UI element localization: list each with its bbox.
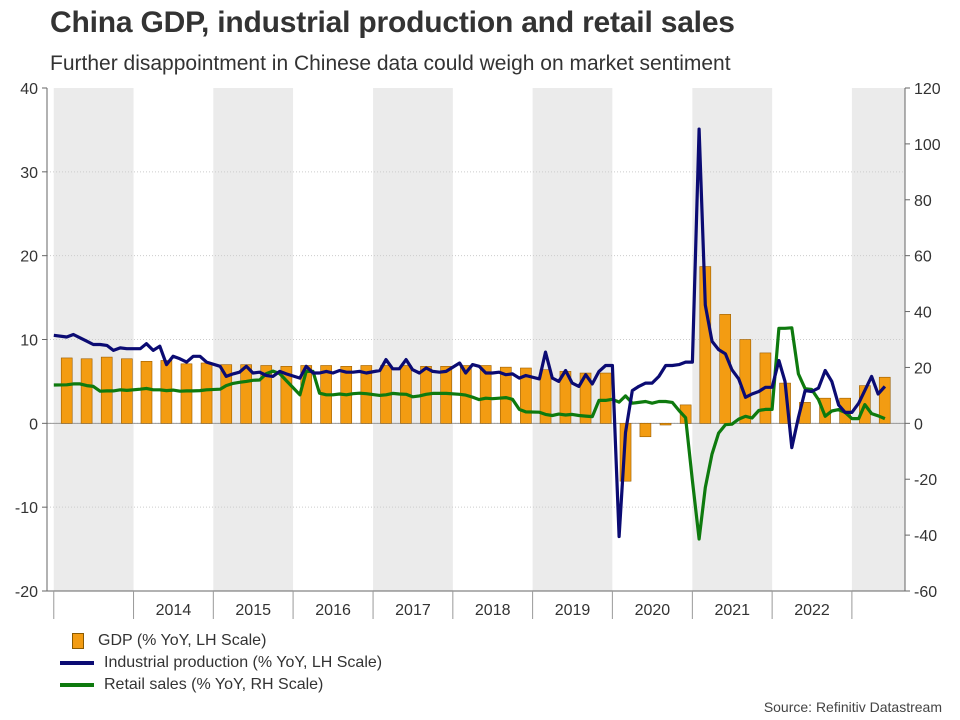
gdp-bar-2019-09-30 <box>579 372 592 424</box>
left-tick-label-40: 40 <box>20 81 38 98</box>
gdp-bar-2018-12-31 <box>520 367 532 424</box>
x-tick-label-2020: 2020 <box>635 602 671 619</box>
gdp-bar-2015-06-30 <box>240 364 252 424</box>
gdp-bar-2022-09-30 <box>819 397 831 424</box>
gdp-bar-2013-03-31 <box>60 357 73 424</box>
legend-label-retail-sales: Retail sales (% YoY, RH Scale) <box>104 676 324 693</box>
gdp-bar-2021-06-30 <box>719 314 731 424</box>
gdp-bar-2020-09-30 <box>659 423 672 426</box>
legend-label-gdp: GDP (% YoY, LH Scale) <box>98 632 267 649</box>
legend-item-retail-sales: Retail sales (% YoY, RH Scale) <box>60 674 382 696</box>
right-tick-label-120: 120 <box>914 81 941 98</box>
left-tick-label-20: 20 <box>20 249 38 266</box>
right-tick-label--60: -60 <box>914 584 937 601</box>
x-tick-label-2022: 2022 <box>794 602 830 619</box>
x-tick-label-2014: 2014 <box>156 602 192 619</box>
gdp-bar-2014-03-31 <box>140 360 153 424</box>
legend-label-industrial-production: Industrial production (% YoY, LH Scale) <box>104 654 383 671</box>
right-tick-label-100: 100 <box>914 137 941 154</box>
gdp-bar-2014-12-31 <box>200 362 213 424</box>
gdp-bar-2021-09-30 <box>739 339 752 424</box>
legend-item-gdp: GDP (% YoY, LH Scale) <box>60 630 382 652</box>
legend-item-industrial-production: Industrial production (% YoY, LH Scale) <box>60 652 382 674</box>
legend: GDP (% YoY, LH Scale) Industrial product… <box>60 630 382 696</box>
x-tick-label-2021: 2021 <box>714 602 750 619</box>
x-tick-label-2017: 2017 <box>395 602 431 619</box>
right-tick-label--20: -20 <box>914 472 937 489</box>
x-tick-label-2016: 2016 <box>315 602 351 619</box>
right-tick-label-40: 40 <box>914 305 932 322</box>
gdp-bar-2015-03-31 <box>220 364 233 424</box>
x-tick-label-2019: 2019 <box>555 602 591 619</box>
chart-subtitle: Further disappointment in Chinese data c… <box>50 52 731 75</box>
left-tick-label-30: 30 <box>20 165 38 182</box>
gdp-bar-2020-06-30 <box>639 423 652 438</box>
gdp-bar-2018-09-30 <box>499 366 512 424</box>
right-tick-label-0: 0 <box>914 416 923 433</box>
legend-swatch-retail-sales <box>60 683 94 687</box>
shaded-band-2013 <box>53 88 134 591</box>
gdp-bar-2023-06-30 <box>878 376 891 424</box>
left-tick-label-0: 0 <box>29 416 38 433</box>
right-tick-label--40: -40 <box>914 528 937 545</box>
shaded-band-2015 <box>213 88 294 591</box>
chart-title: China GDP, industrial production and ret… <box>50 6 735 39</box>
left-tick-label--10: -10 <box>15 500 38 517</box>
left-tick-label-10: 10 <box>20 333 38 350</box>
right-tick-label-60: 60 <box>914 249 932 266</box>
gdp-bar-2019-03-31 <box>539 369 552 424</box>
industrial-production-line <box>53 127 887 539</box>
gdp-bar-2015-12-31 <box>280 366 293 424</box>
left-tick-label--20: -20 <box>15 584 38 601</box>
gdp-bar-2015-09-30 <box>260 365 273 424</box>
right-tick-label-80: 80 <box>914 193 932 210</box>
legend-swatch-industrial-production <box>60 661 94 665</box>
gdp-bar-2013-06-30 <box>80 358 93 424</box>
gdp-bar-2014-09-30 <box>180 363 193 424</box>
right-tick-label-20: 20 <box>914 360 932 377</box>
gdp-bar-2018-06-30 <box>479 365 492 424</box>
x-tick-label-2018: 2018 <box>475 602 511 619</box>
retail-sales-line <box>53 326 886 541</box>
source-note: Source: Refinitiv Datastream <box>763 699 942 715</box>
x-tick-label-2015: 2015 <box>235 602 271 619</box>
legend-swatch-gdp <box>72 633 84 649</box>
